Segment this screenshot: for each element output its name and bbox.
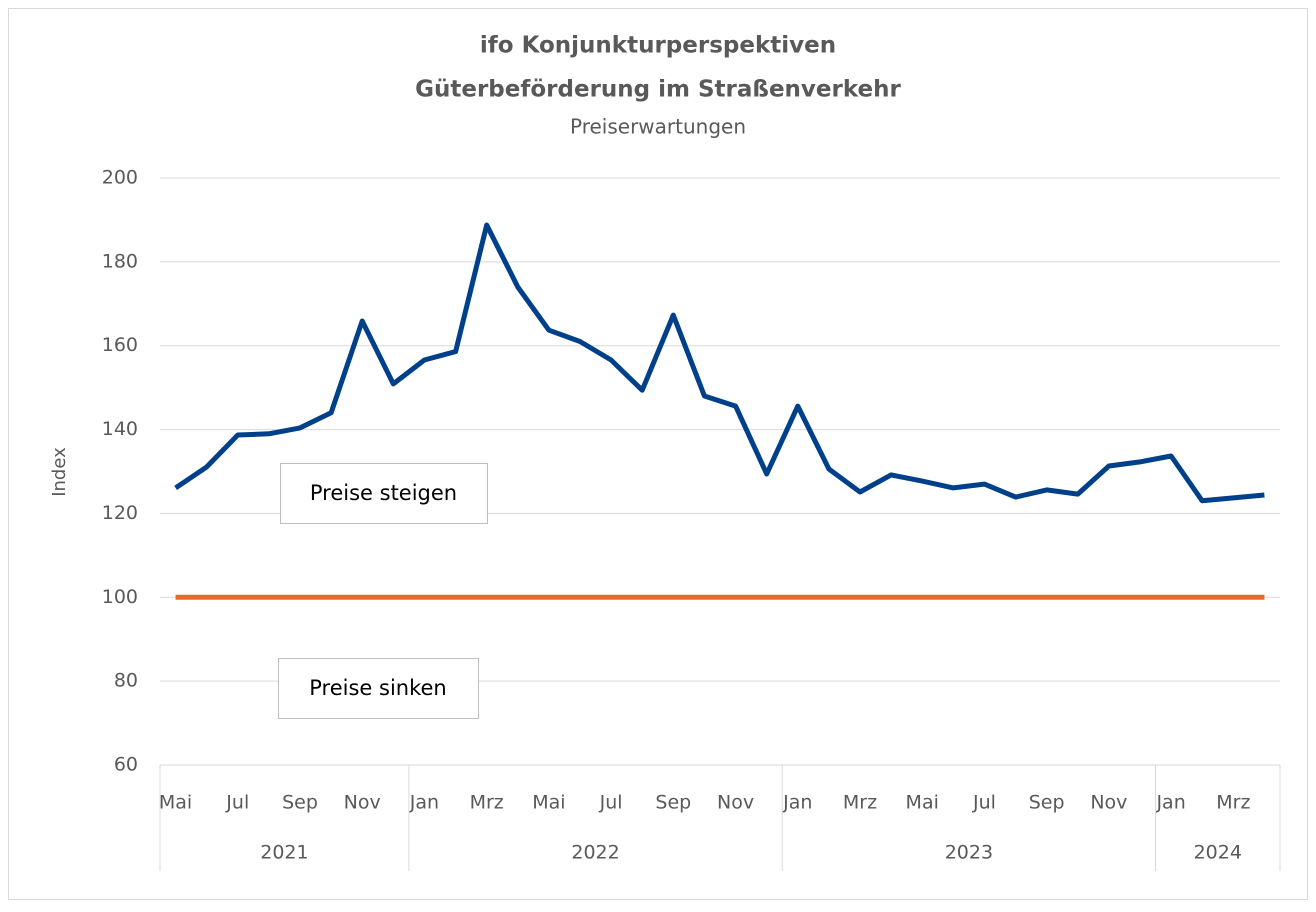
x-tick-label: Jan bbox=[782, 792, 812, 814]
year-label: 2021 bbox=[260, 842, 308, 864]
x-tick-label: Mrz bbox=[470, 792, 504, 814]
y-tick-label: 60 bbox=[114, 754, 138, 776]
y-tick-label: 80 bbox=[114, 670, 138, 692]
annotation-box bbox=[278, 658, 479, 719]
x-tick-label: Nov bbox=[1090, 792, 1127, 814]
x-tick-label: Nov bbox=[717, 792, 754, 814]
y-tick-label: 160 bbox=[102, 334, 138, 356]
x-tick-label: Jul bbox=[599, 792, 623, 814]
year-label: 2023 bbox=[945, 842, 993, 864]
year-label: 2022 bbox=[571, 842, 619, 864]
y-tick-label: 180 bbox=[102, 250, 138, 272]
chart-subtitle: Preiserwartungen bbox=[570, 115, 746, 139]
x-tick-label: Jan bbox=[1155, 792, 1185, 814]
x-tick-label: Jan bbox=[409, 792, 439, 814]
x-tick-label: Mai bbox=[159, 792, 192, 814]
chart-title: Güterbeförderung im Straßenverkehr bbox=[415, 77, 901, 103]
annotation-box bbox=[280, 463, 488, 524]
x-tick-label: Nov bbox=[344, 792, 381, 814]
year-label: 2024 bbox=[1194, 842, 1242, 864]
annotation: Preise steigen bbox=[310, 481, 457, 505]
y-tick-label: 200 bbox=[102, 167, 138, 189]
x-tick-label: Mrz bbox=[1216, 792, 1250, 814]
x-tick-label: Mai bbox=[532, 792, 565, 814]
data-line bbox=[174, 222, 1265, 504]
x-tick-label: Sep bbox=[655, 792, 691, 814]
y-tick-label: 100 bbox=[102, 586, 138, 608]
x-tick-label: Mai bbox=[906, 792, 939, 814]
x-tick-label: Mrz bbox=[843, 792, 877, 814]
annotation: Preise sinken bbox=[309, 676, 446, 700]
y-tick-label: 140 bbox=[102, 418, 138, 440]
y-axis-label: Index bbox=[49, 447, 70, 497]
x-tick-label: Sep bbox=[282, 792, 318, 814]
x-tick-label: Sep bbox=[1029, 792, 1065, 814]
chart-frame bbox=[8, 8, 1308, 900]
chart-title: ifo Konjunkturperspektiven bbox=[480, 33, 836, 59]
x-tick-label: Jul bbox=[972, 792, 996, 814]
y-tick-label: 120 bbox=[102, 502, 138, 524]
x-tick-label: Jul bbox=[225, 792, 249, 814]
